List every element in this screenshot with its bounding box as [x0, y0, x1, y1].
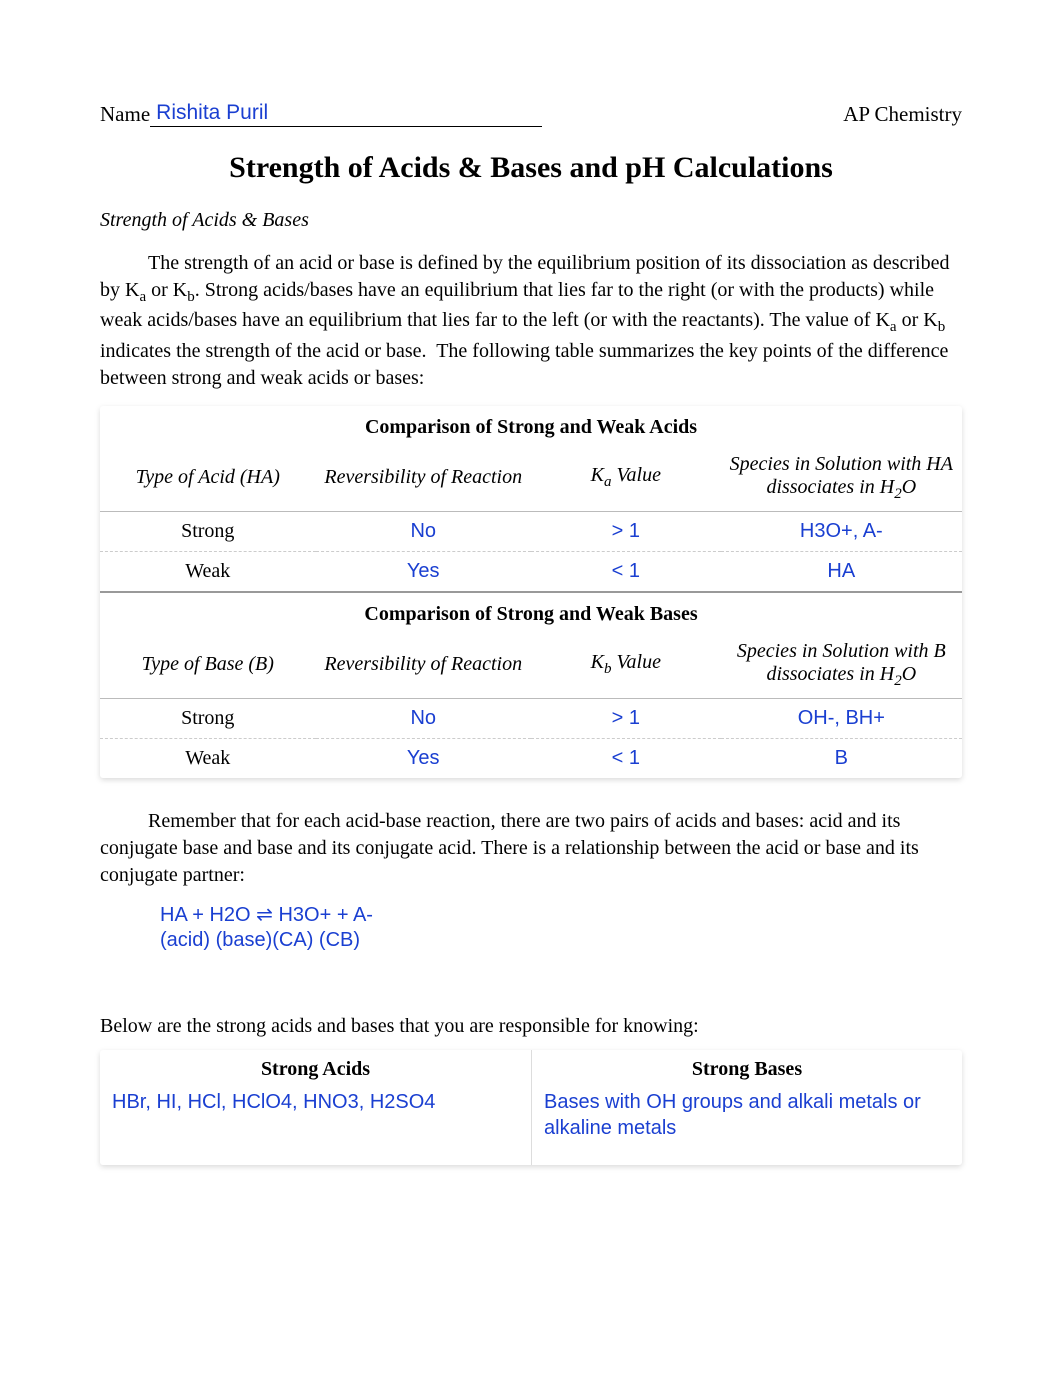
col-reversibility: Reversibility of Reaction — [316, 445, 532, 512]
table-row: Weak Yes < 1 B — [100, 738, 962, 778]
strong-acids-heading: Strong Acids — [112, 1058, 519, 1081]
col-species-acid: Species in Solution with HA dissociates … — [721, 445, 962, 512]
table-row: Weak Yes < 1 HA — [100, 551, 962, 591]
section-heading: Strength of Acids & Bases — [100, 209, 962, 232]
cell-reversibility: Yes — [316, 738, 532, 778]
col-species-base: Species in Solution with B dissociates i… — [721, 632, 962, 699]
name-block: Name Rishita Puril — [100, 100, 542, 127]
cell-k: > 1 — [531, 511, 721, 551]
cell-reversibility: No — [316, 698, 532, 738]
col-reversibility: Reversibility of Reaction — [316, 632, 532, 699]
cell-reversibility: Yes — [316, 551, 532, 591]
page-title: Strength of Acids & Bases and pH Calcula… — [100, 151, 962, 185]
table-row: Strong No > 1 OH-, BH+ — [100, 698, 962, 738]
cell-type: Weak — [100, 738, 316, 778]
bases-table: Type of Base (B) Reversibility of Reacti… — [100, 632, 962, 778]
cell-k: > 1 — [531, 698, 721, 738]
equation-line2: (acid) (base)(CA) (CB) — [160, 928, 962, 953]
cell-species: OH-, BH+ — [721, 698, 962, 738]
equation-line1: HA + H2O ⇌ H3O+ + A- — [160, 903, 962, 928]
header-row: Name Rishita Puril AP Chemistry — [100, 100, 962, 127]
student-name: Rishita Puril — [156, 101, 268, 124]
cell-reversibility: No — [316, 511, 532, 551]
cell-k: < 1 — [531, 738, 721, 778]
responsible-line: Below are the strong acids and bases tha… — [100, 1013, 962, 1040]
cell-type: Weak — [100, 551, 316, 591]
strong-acids-panel: Strong Acids HBr, HI, HCl, HClO4, HNO3, … — [100, 1050, 531, 1165]
cell-k: < 1 — [531, 551, 721, 591]
strong-bases-panel: Strong Bases Bases with OH groups and al… — [531, 1050, 962, 1165]
cell-species: H3O+, A- — [721, 511, 962, 551]
table-row: Strong No > 1 H3O+, A- — [100, 511, 962, 551]
strong-bases-list: Bases with OH groups and alkali metals o… — [544, 1089, 950, 1141]
strong-acids-list: HBr, HI, HCl, HClO4, HNO3, H2SO4 — [112, 1089, 519, 1115]
cell-species: B — [721, 738, 962, 778]
equation-block: HA + H2O ⇌ H3O+ + A- (acid) (base)(CA) (… — [160, 903, 962, 953]
intro-paragraph: The strength of an acid or base is defin… — [100, 250, 962, 392]
course-label: AP Chemistry — [843, 102, 962, 127]
bases-header-row: Type of Base (B) Reversibility of Reacti… — [100, 632, 962, 699]
col-kb-value: Kb Value — [531, 632, 721, 699]
cell-species: HA — [721, 551, 962, 591]
cell-type: Strong — [100, 511, 316, 551]
name-label: Name — [100, 102, 150, 127]
col-ka-value: Ka Value — [531, 445, 721, 512]
conjugate-paragraph: Remember that for each acid-base reactio… — [100, 808, 962, 889]
name-field: Rishita Puril — [150, 100, 542, 127]
cell-type: Strong — [100, 698, 316, 738]
comparison-tables: Comparison of Strong and Weak Acids Type… — [100, 406, 962, 778]
acids-table: Type of Acid (HA) Reversibility of React… — [100, 445, 962, 591]
bases-table-title: Comparison of Strong and Weak Bases — [100, 591, 962, 632]
acids-header-row: Type of Acid (HA) Reversibility of React… — [100, 445, 962, 512]
worksheet-page: Name Rishita Puril AP Chemistry Strength… — [0, 0, 1062, 1225]
strong-acid-base-panel: Strong Acids HBr, HI, HCl, HClO4, HNO3, … — [100, 1050, 962, 1165]
col-type-acid: Type of Acid (HA) — [100, 445, 316, 512]
acids-table-title: Comparison of Strong and Weak Acids — [100, 406, 962, 445]
strong-bases-heading: Strong Bases — [544, 1058, 950, 1081]
col-type-base: Type of Base (B) — [100, 632, 316, 699]
